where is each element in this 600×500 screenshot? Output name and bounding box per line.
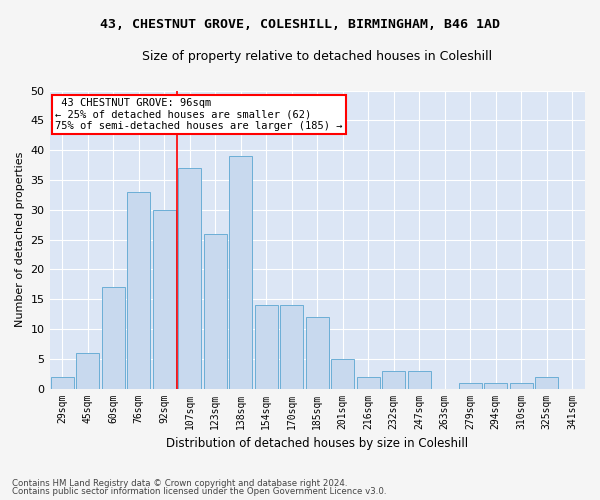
Title: Size of property relative to detached houses in Coleshill: Size of property relative to detached ho…	[142, 50, 493, 63]
Y-axis label: Number of detached properties: Number of detached properties	[15, 152, 25, 327]
Bar	[102, 287, 125, 388]
Bar	[535, 376, 558, 388]
Bar	[178, 168, 201, 388]
X-axis label: Distribution of detached houses by size in Coleshill: Distribution of detached houses by size …	[166, 437, 469, 450]
Bar	[459, 382, 482, 388]
Text: 43, CHESTNUT GROVE, COLESHILL, BIRMINGHAM, B46 1AD: 43, CHESTNUT GROVE, COLESHILL, BIRMINGHA…	[100, 18, 500, 30]
Bar	[382, 370, 405, 388]
Bar	[204, 234, 227, 388]
Bar	[357, 376, 380, 388]
Bar	[510, 382, 533, 388]
Bar	[76, 353, 99, 388]
Bar	[51, 376, 74, 388]
Bar	[306, 317, 329, 388]
Bar	[408, 370, 431, 388]
Text: 43 CHESTNUT GROVE: 96sqm
← 25% of detached houses are smaller (62)
75% of semi-d: 43 CHESTNUT GROVE: 96sqm ← 25% of detach…	[55, 98, 343, 131]
Bar	[153, 210, 176, 388]
Bar	[229, 156, 252, 388]
Bar	[331, 359, 354, 388]
Bar	[127, 192, 150, 388]
Bar	[484, 382, 507, 388]
Bar	[280, 305, 303, 388]
Bar	[255, 305, 278, 388]
Text: Contains HM Land Registry data © Crown copyright and database right 2024.: Contains HM Land Registry data © Crown c…	[12, 478, 347, 488]
Text: Contains public sector information licensed under the Open Government Licence v3: Contains public sector information licen…	[12, 487, 386, 496]
